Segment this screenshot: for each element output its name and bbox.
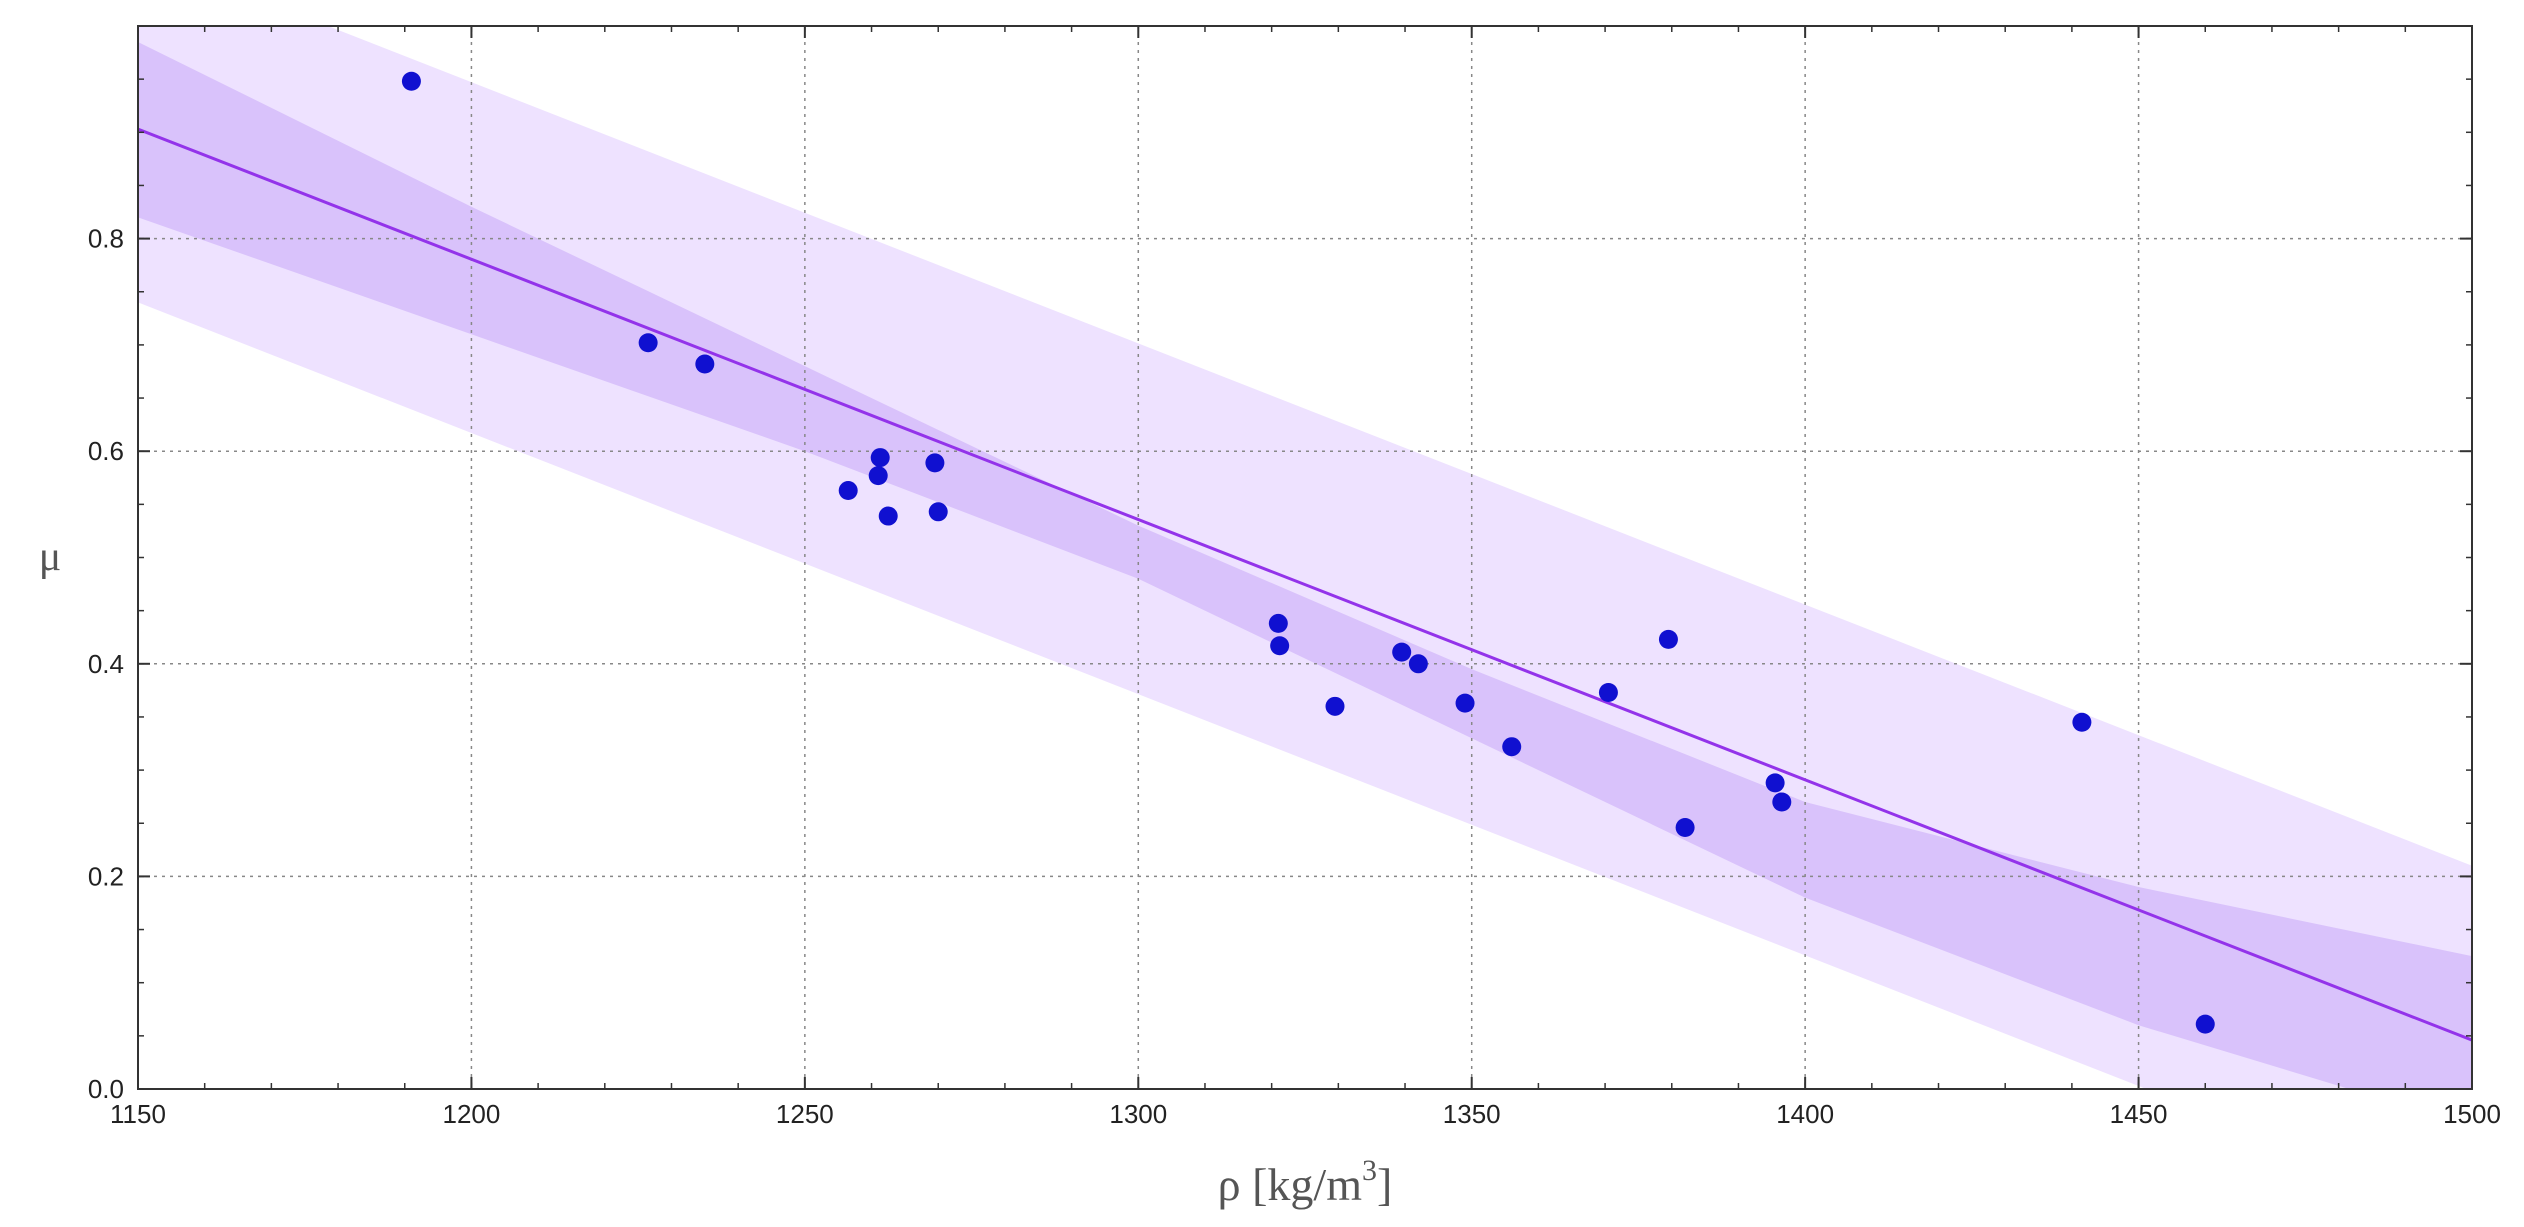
x-axis-title: ρ [kg/m3] — [1218, 1154, 1393, 1210]
data-point — [1658, 629, 1678, 649]
x-tick-label: 1400 — [1776, 1099, 1834, 1129]
y-tick-label: 0.8 — [88, 224, 124, 254]
y-tick-label: 0.6 — [88, 436, 124, 466]
data-point — [1765, 773, 1785, 793]
data-point — [838, 481, 858, 501]
data-point — [2195, 1014, 2215, 1034]
data-point — [1598, 683, 1618, 703]
x-tick-label: 1200 — [443, 1099, 501, 1129]
data-point — [868, 466, 888, 486]
data-point — [638, 333, 658, 353]
data-point — [1408, 654, 1428, 674]
x-tick-label: 1450 — [2110, 1099, 2168, 1129]
data-point — [1502, 737, 1522, 757]
y-tick-label: 0.0 — [88, 1074, 124, 1104]
data-point — [925, 453, 945, 473]
data-point — [1675, 818, 1695, 838]
data-point — [1268, 613, 1288, 633]
data-point — [695, 354, 715, 374]
data-point — [1772, 792, 1792, 812]
y-tick-label: 0.4 — [88, 649, 124, 679]
data-point — [401, 71, 421, 91]
data-point — [928, 502, 948, 522]
x-tick-label: 1500 — [2443, 1099, 2501, 1129]
x-tick-label: 1250 — [776, 1099, 834, 1129]
x-tick-label: 1150 — [110, 1099, 166, 1129]
y-tick-label: 0.2 — [88, 861, 124, 891]
data-point — [1325, 696, 1345, 716]
fit-line — [138, 127, 2472, 1042]
data-point — [1270, 636, 1290, 656]
data-point — [2072, 712, 2092, 732]
data-point — [1455, 693, 1475, 713]
x-tick-label: 1350 — [1443, 1099, 1501, 1129]
confidence-band — [138, 41, 2472, 1089]
x-tick-label: 1300 — [1109, 1099, 1167, 1129]
data-point — [870, 448, 890, 468]
y-axis-title: μ — [39, 534, 62, 580]
data-point — [878, 506, 898, 526]
data-point — [1392, 642, 1412, 662]
